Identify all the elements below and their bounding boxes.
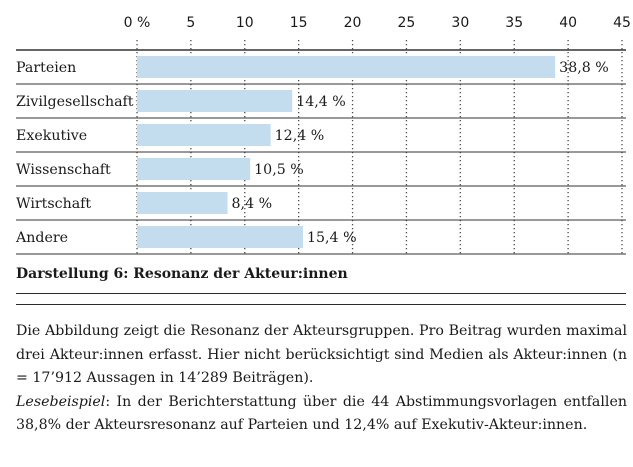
bar-0: [137, 56, 556, 78]
x-tick-label-4: 20: [344, 15, 362, 31]
x-tick-label-6: 30: [451, 15, 469, 31]
value-label-5: 15,4 %: [307, 230, 357, 246]
x-tick-label-1: 5: [186, 15, 195, 31]
value-label-2: 12,4 %: [275, 128, 325, 144]
figure-caption: Darstellung 6: Resonanz der Akteur:innen: [16, 266, 348, 282]
x-tick-label-8: 40: [559, 15, 577, 31]
example-paragraph: Lesebeispiel: In der Berichterstattung ü…: [16, 391, 627, 438]
category-label-4: Wirtschaft: [16, 196, 91, 212]
example-text: : In der Berichterstattung über die 44 A…: [16, 393, 627, 434]
category-label-1: Zivilgesellschaft: [16, 94, 134, 110]
x-tick-label-0: 0 %: [124, 15, 151, 31]
bar-chart: 0 % 5 10 15 20 25 30 35 40 45 Parteien 38,8 % Zivilg…: [15, 15, 631, 256]
category-label-5: Andere: [15, 230, 68, 246]
category-label-2: Exekutive: [16, 128, 87, 144]
figure-description: Die Abbildung zeigt die Resonanz der Akt…: [16, 320, 627, 438]
bar-3: [137, 158, 251, 180]
bar-1: [137, 90, 293, 112]
caption-rule-top: [16, 293, 626, 294]
caption-rule-bottom: [16, 304, 626, 305]
value-label-4: 8,4 %: [232, 196, 273, 212]
value-label-0: 38,8 %: [559, 60, 609, 76]
bar-4: [137, 192, 228, 214]
x-tick-label-7: 35: [505, 15, 523, 31]
bar-2: [137, 124, 271, 146]
x-tick-label-5: 25: [398, 15, 416, 31]
bar-5: [137, 226, 303, 248]
example-label: Lesebeispiel: [16, 393, 106, 410]
description-text: Die Abbildung zeigt die Resonanz der Akt…: [16, 323, 627, 386]
category-label-0: Parteien: [16, 60, 76, 76]
value-label-3: 10,5 %: [254, 162, 304, 178]
x-tick-label-2: 10: [236, 15, 254, 31]
x-tick-label-9: 45: [613, 15, 631, 31]
category-label-3: Wissenschaft: [16, 162, 111, 178]
x-tick-label-3: 15: [290, 15, 308, 31]
value-label-1: 14,4 %: [296, 94, 346, 110]
